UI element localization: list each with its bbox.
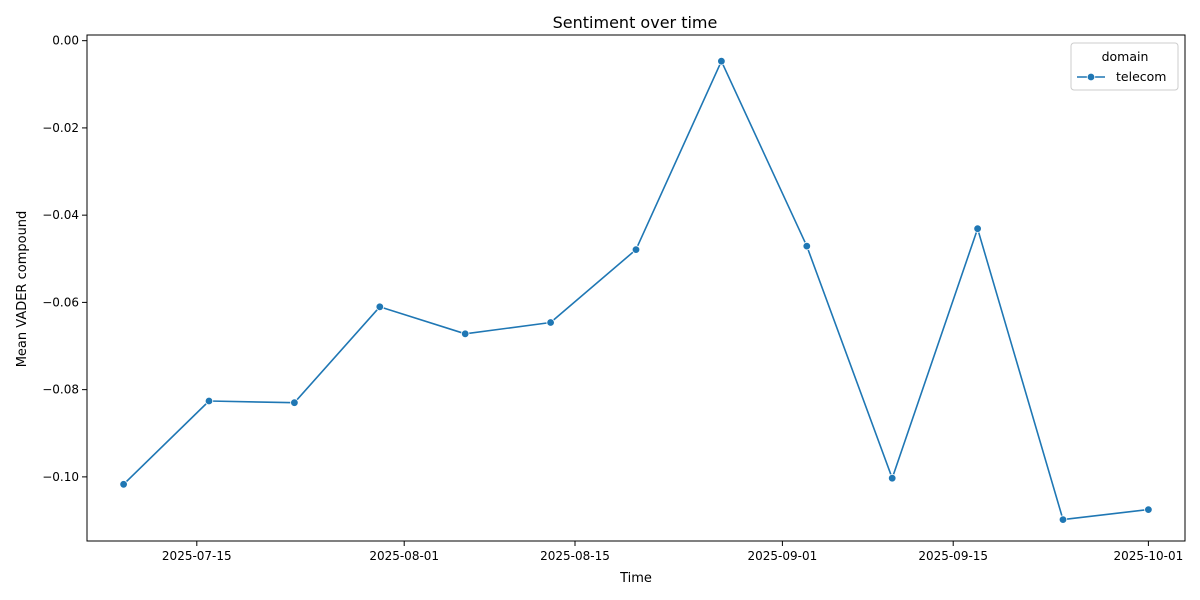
x-tick-label: 2025-09-01: [748, 549, 818, 563]
x-tick-label: 2025-08-01: [369, 549, 439, 563]
legend-box: [1070, 42, 1179, 91]
data-point: [631, 245, 641, 254]
data-point: [973, 224, 982, 233]
data-point: [1144, 505, 1153, 514]
plot-series: [119, 57, 1153, 524]
y-axis-label: Mean VADER compound: [15, 211, 30, 368]
x-tick-label: 2025-08-15: [540, 549, 610, 563]
y-tick-label: −0.02: [42, 121, 79, 135]
legend-marker-swatch: [1086, 72, 1096, 82]
data-point: [546, 318, 555, 327]
y-tick-label: −0.06: [42, 295, 79, 309]
data-point: [204, 396, 214, 406]
data-point: [290, 398, 299, 407]
data-point: [717, 57, 726, 66]
y-tick-label: −0.04: [42, 208, 79, 222]
data-point: [1058, 515, 1068, 524]
data-point: [119, 480, 128, 489]
data-point: [375, 302, 384, 311]
legend-title: domain: [1102, 49, 1149, 64]
x-tick-label: 2025-09-15: [918, 549, 988, 563]
data-point: [802, 241, 811, 251]
x-axis-ticks: 2025-07-15 2025-08-01 2025-08-15 2025-09-01…: [162, 541, 1183, 563]
y-axis-ticks: −0.10 −0.08 −0.06 −0.04 −0.02 0.00: [42, 34, 87, 484]
legend: domain telecom: [1070, 42, 1179, 91]
series-line-telecom: [122, 60, 1150, 521]
y-tick-label: 0.00: [52, 34, 79, 48]
x-tick-label: 2025-10-01: [1114, 549, 1184, 563]
data-point: [461, 329, 470, 338]
plot-frame: [86, 34, 1186, 542]
x-axis-label: Time: [619, 571, 652, 586]
legend-label-telecom: telecom: [1116, 69, 1166, 84]
data-point: [888, 474, 897, 483]
y-tick-label: −0.10: [42, 470, 79, 484]
y-tick-label: −0.08: [42, 383, 79, 397]
chart-title: Sentiment over time: [553, 13, 718, 32]
x-tick-label: 2025-07-15: [162, 549, 232, 563]
